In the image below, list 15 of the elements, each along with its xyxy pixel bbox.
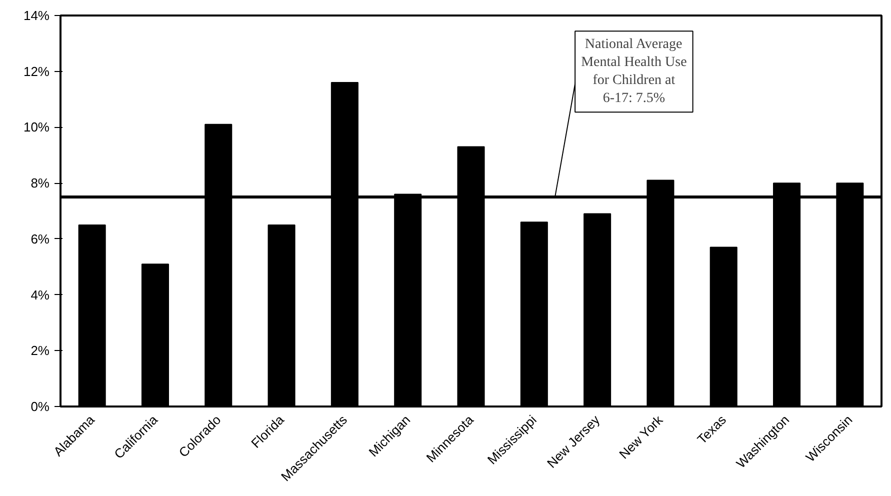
bar [268,224,296,406]
ref-line-label: National Average Mental Health Use for Children at 6-17: 7.5% [581,37,687,106]
bar [520,222,548,406]
y-tick-label: 8% [30,176,50,191]
bar [710,246,738,406]
y-tick-label: 14% [23,8,50,23]
y-tick-label: 0% [30,399,50,414]
bar [584,213,612,406]
bar [78,224,106,406]
y-tick-label: 12% [23,64,50,79]
y-tick-label: 2% [30,343,50,358]
y-tick-label: 6% [30,231,50,246]
y-tick-label: 10% [23,120,50,135]
bar [141,264,169,406]
y-tick-label: 4% [30,287,50,302]
